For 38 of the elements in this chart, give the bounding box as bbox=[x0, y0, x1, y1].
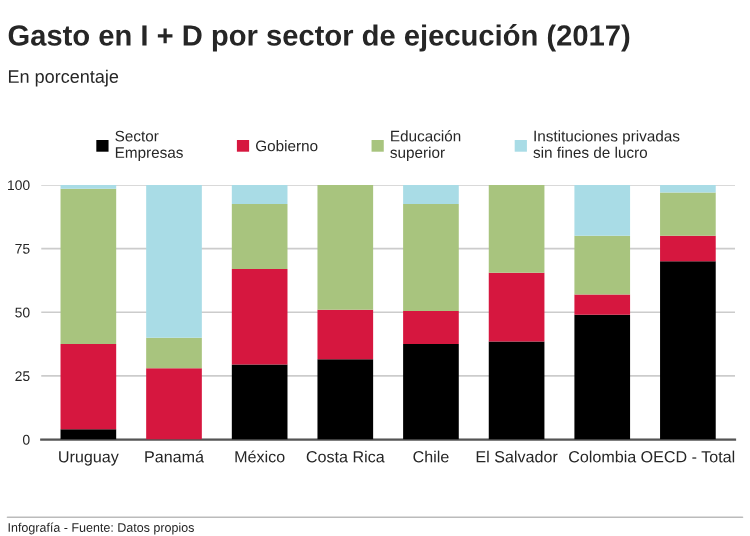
chart-subtitle: En porcentaje bbox=[8, 69, 119, 87]
x-tick-label: Colombia bbox=[569, 450, 637, 463]
bar bbox=[60, 188, 117, 345]
bar bbox=[317, 359, 374, 440]
bar bbox=[231, 364, 288, 440]
bar bbox=[574, 294, 631, 315]
bar bbox=[403, 344, 459, 440]
bar bbox=[231, 204, 288, 269]
bar bbox=[317, 309, 374, 360]
bar bbox=[146, 184, 202, 338]
bar bbox=[660, 184, 716, 193]
bar bbox=[231, 268, 288, 365]
bar bbox=[231, 184, 288, 205]
x-tick-label: Costa Rica bbox=[306, 450, 385, 463]
bar bbox=[574, 314, 631, 440]
bar bbox=[574, 184, 631, 236]
bar bbox=[660, 235, 716, 262]
chart-title: Gasto en I + D por sector de ejecución (2017) bbox=[8, 24, 630, 52]
x-tick-label: Panamá bbox=[145, 450, 205, 463]
x-tick-label: México bbox=[235, 450, 285, 463]
bar bbox=[146, 337, 202, 369]
bar bbox=[403, 310, 459, 345]
bar bbox=[660, 261, 716, 440]
bar bbox=[146, 368, 202, 440]
bar bbox=[660, 192, 716, 236]
bar bbox=[488, 272, 545, 342]
x-tick-label: El Salvador bbox=[476, 450, 558, 463]
bar bbox=[403, 184, 459, 205]
bar bbox=[317, 184, 374, 310]
bar bbox=[60, 429, 117, 440]
bar bbox=[60, 344, 117, 430]
bar bbox=[403, 204, 459, 311]
bar bbox=[574, 235, 631, 295]
bar bbox=[488, 184, 545, 273]
bar bbox=[488, 341, 545, 440]
x-tick-label: Chile bbox=[413, 450, 449, 463]
x-tick-label: Uruguay bbox=[59, 451, 119, 466]
x-tick-label: OECD - Total bbox=[641, 450, 735, 463]
